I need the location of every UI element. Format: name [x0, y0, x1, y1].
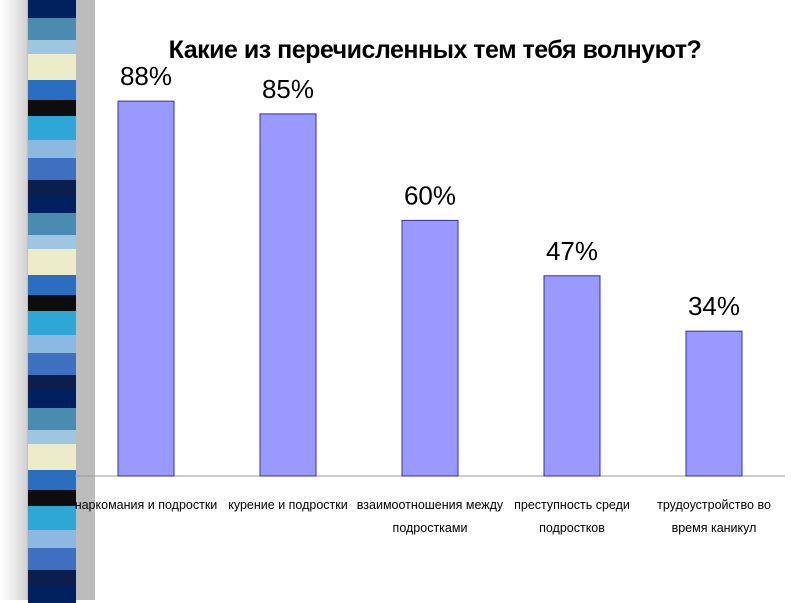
decorative-block	[28, 585, 76, 603]
category-label-3: взаимоотношения между подростками	[357, 498, 504, 535]
decorative-block	[28, 335, 76, 353]
category-label-2: курение и подростки	[228, 498, 347, 512]
bar-5	[685, 330, 743, 477]
bar-4	[543, 275, 601, 477]
decorative-block	[28, 158, 76, 180]
data-label-4: 47%	[546, 236, 598, 266]
decorative-block	[28, 80, 76, 100]
category-label-4: преступность среди подростков	[514, 498, 630, 535]
decorative-block	[28, 40, 76, 54]
decorative-block	[28, 490, 76, 506]
decorative-block	[28, 54, 76, 80]
decorative-block	[28, 506, 76, 530]
decorative-block	[28, 275, 76, 295]
decorative-block	[28, 548, 76, 570]
decorative-block	[28, 353, 76, 375]
bar-3	[401, 219, 459, 477]
decorative-block	[28, 249, 76, 275]
decorative-block	[28, 180, 76, 195]
decorative-block	[28, 213, 76, 235]
data-label-2: 85%	[262, 74, 314, 104]
decorative-block	[28, 470, 76, 490]
decorative-block	[28, 116, 76, 140]
decorative-block	[28, 0, 76, 18]
chart-title: Какие из перечисленных тем тебя волнуют?	[168, 36, 702, 64]
decorative-block	[28, 444, 76, 470]
decorative-block	[28, 408, 76, 430]
data-label-1: 88%	[120, 61, 172, 91]
decorative-block	[28, 100, 76, 116]
data-label-5: 34%	[688, 291, 740, 321]
data-label-3: 60%	[404, 180, 456, 210]
decorative-block	[28, 140, 76, 158]
decorative-block	[28, 235, 76, 249]
decorative-color-blocks	[28, 0, 76, 603]
decorative-block	[28, 295, 76, 311]
bar-1	[117, 100, 175, 477]
decorative-block	[28, 18, 76, 40]
decorative-block	[28, 311, 76, 335]
decorative-block	[28, 390, 76, 408]
decorative-block	[28, 530, 76, 548]
bar-2	[259, 113, 317, 477]
decorative-block	[28, 195, 76, 213]
category-label-1: наркомания и подростки	[75, 498, 218, 512]
category-label-5: трудоустройство во время каникул	[657, 498, 771, 535]
decorative-block	[28, 375, 76, 390]
decorative-block	[28, 570, 76, 585]
decorative-block	[28, 430, 76, 444]
